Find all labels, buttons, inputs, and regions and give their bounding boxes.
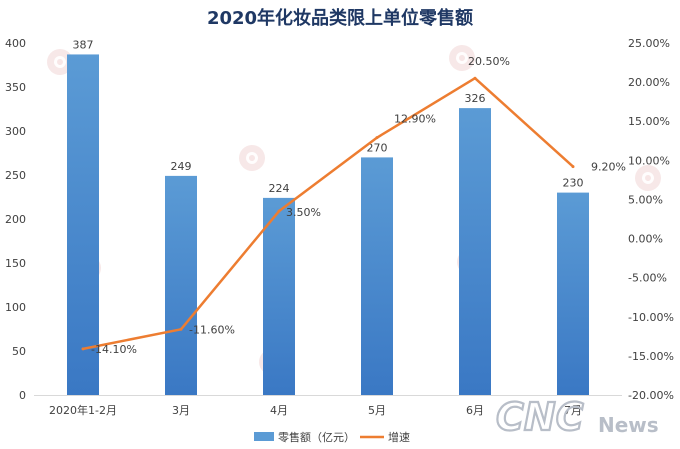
- logo-sub-text: News: [598, 413, 659, 437]
- line-value-label: 20.50%: [468, 55, 510, 68]
- y-right-tick-label: 0.00%: [628, 233, 663, 246]
- axes: 050100150200250300350400-20.00%-15.00%-1…: [5, 37, 674, 417]
- y-right-tick-label: -20.00%: [628, 389, 674, 402]
- legend-swatch-bar: [254, 432, 274, 441]
- line-point: [277, 209, 281, 213]
- line-value-label: -14.10%: [91, 343, 137, 356]
- watermark-stamp: [239, 145, 265, 171]
- line-point: [571, 165, 575, 169]
- bar-series: [67, 54, 589, 396]
- watermark-dot: [57, 59, 63, 65]
- bar: [67, 54, 99, 395]
- watermark-dot: [249, 155, 255, 161]
- line-value-label: 9.20%: [591, 161, 626, 174]
- bar-labels: 387 249 224 270 326 230: [73, 38, 584, 194]
- y-right-tick-label: 15.00%: [628, 115, 670, 128]
- y-left-tick-label: 50: [12, 345, 26, 358]
- watermark-core: [642, 172, 654, 184]
- bar: [263, 197, 295, 395]
- y-left-tick-label: 0: [19, 389, 26, 402]
- watermark-core: [246, 152, 258, 164]
- watermark-dot: [459, 55, 465, 61]
- x-tick-label: 4月: [270, 404, 288, 417]
- y-right-tick-label: 10.00%: [628, 154, 670, 167]
- legend-label-line: 增速: [388, 430, 410, 444]
- line-labels: -14.10% -11.60% 3.50% 12.90% 20.50% 9.20%: [91, 55, 626, 356]
- line-value-label: 3.50%: [286, 206, 321, 219]
- line-point: [179, 327, 183, 331]
- x-tick-label: 6月: [466, 404, 484, 417]
- y-right-tick-label: -10.00%: [628, 311, 674, 324]
- watermark-stamp: [47, 49, 73, 75]
- line-series: [81, 76, 575, 351]
- y-left-tick-label: 250: [5, 169, 26, 182]
- line-point: [375, 136, 379, 140]
- legend-label-bar: 零售额（亿元）: [278, 430, 355, 444]
- x-tick-label: 2020年1-2月: [49, 403, 117, 417]
- bar: [459, 108, 491, 396]
- bar-value-label: 387: [73, 38, 94, 51]
- bar: [557, 192, 589, 395]
- bar: [361, 157, 393, 395]
- y-right-tick-label: 20.00%: [628, 76, 670, 89]
- x-tick-label: 7月: [564, 404, 582, 417]
- y-left-tick-label: 100: [5, 301, 26, 314]
- x-tick-label: 3月: [172, 404, 190, 417]
- watermark-stamp: [635, 165, 661, 191]
- bar-value-label: 249: [171, 160, 192, 173]
- line-path: [82, 76, 574, 351]
- y-right-tick-label: -5.00%: [628, 272, 667, 285]
- line-value-label: -11.60%: [189, 323, 235, 336]
- line-point: [473, 76, 477, 80]
- chart-title: 2020年化妆品类限上单位零售额: [206, 8, 474, 29]
- watermark-core: [54, 56, 66, 68]
- line-point: [81, 347, 85, 351]
- bar-value-label: 326: [465, 92, 486, 105]
- y-left-tick-label: 300: [5, 125, 26, 138]
- bar: [165, 175, 197, 395]
- y-left-tick-label: 400: [5, 37, 26, 50]
- y-right-tick-label: 5.00%: [628, 193, 663, 206]
- watermark-stamp: [449, 45, 475, 71]
- y-right-tick-label: 25.00%: [628, 37, 670, 50]
- watermark-dot: [645, 175, 651, 181]
- bar-value-label: 270: [367, 141, 388, 154]
- y-left-tick-label: 150: [5, 257, 26, 270]
- cnc-news-logo: CNC News: [495, 394, 659, 440]
- x-tick-label: 5月: [368, 404, 386, 417]
- y-left-tick-label: 350: [5, 81, 26, 94]
- logo-main-text: CNC: [496, 395, 584, 439]
- bar-value-label: 224: [269, 182, 290, 195]
- watermark-core: [456, 52, 468, 64]
- y-left-tick-label: 200: [5, 213, 26, 226]
- line-value-label: 12.90%: [394, 113, 436, 126]
- y-right-tick-label: -15.00%: [628, 350, 674, 363]
- bar-value-label: 230: [563, 177, 584, 190]
- legend: 零售额（亿元） 增速: [254, 430, 410, 444]
